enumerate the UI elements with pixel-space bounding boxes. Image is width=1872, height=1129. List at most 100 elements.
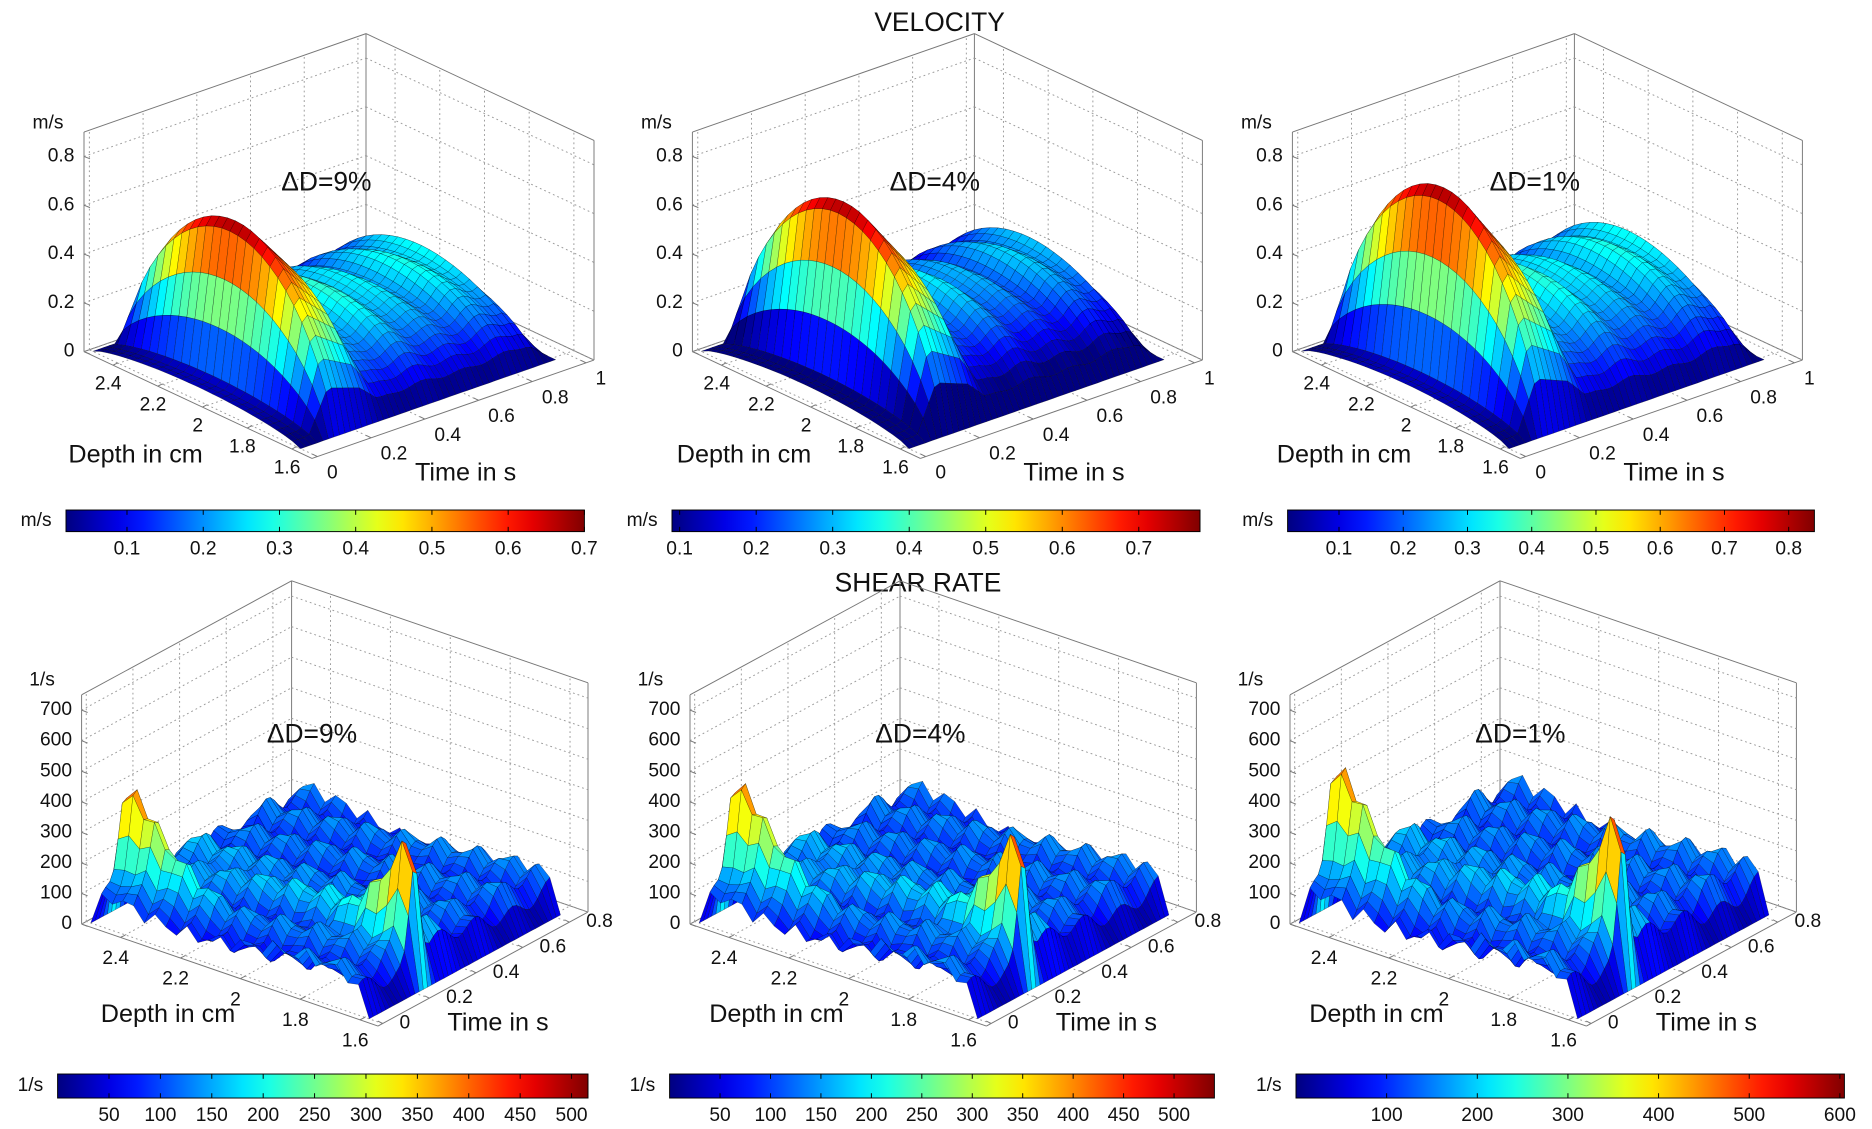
- x-tick-label: 2.2: [140, 394, 167, 415]
- tick-mark: [420, 417, 425, 419]
- tick-mark: [247, 426, 252, 428]
- grid-line: [974, 58, 1202, 165]
- axis-title: Depth in cm: [1277, 441, 1411, 469]
- z-tick-label: 0.8: [1256, 145, 1283, 166]
- tick-mark: [1028, 417, 1033, 419]
- axis-title: Depth in cm: [68, 441, 202, 469]
- axis-box: [366, 34, 594, 141]
- tick-mark: [84, 303, 90, 305]
- z-tick-label: 0.4: [656, 243, 683, 264]
- z-tick-label: 0.2: [48, 292, 75, 313]
- grid-line: [1574, 107, 1802, 214]
- y-tick-label: 0: [1535, 462, 1546, 483]
- tick-mark: [474, 398, 479, 400]
- y-tick-label: 1: [1204, 369, 1215, 390]
- colorbar-label: m/s: [627, 510, 658, 531]
- colorbar-tick-label: 0.1: [1326, 539, 1353, 560]
- z-tick-label: 0.8: [48, 145, 75, 166]
- tick-mark: [527, 379, 532, 381]
- colorbar-tick-label: 0.1: [666, 539, 693, 560]
- y-tick-label: 0.4: [1043, 425, 1070, 446]
- tick-mark: [1411, 405, 1416, 407]
- colorbar-tick-label: 0.3: [1454, 539, 1481, 560]
- tick-mark: [581, 360, 586, 362]
- tick-mark: [921, 454, 926, 456]
- x-tick-label: 2.2: [748, 394, 775, 415]
- x-tick-label: 1.6: [882, 457, 909, 478]
- colorbar-tick-label: 0.2: [1390, 539, 1417, 560]
- x-tick-label: 1.8: [229, 436, 256, 457]
- tick-mark: [313, 454, 318, 456]
- z-tick-label: 0: [1272, 341, 1283, 362]
- z-tick-label: 0.6: [1256, 194, 1283, 215]
- tick-mark: [292, 447, 297, 449]
- tick-mark: [1628, 417, 1633, 419]
- colorbar-tick-label: 0.2: [190, 539, 217, 560]
- tick-mark: [1500, 447, 1505, 449]
- y-tick-label: 0.2: [989, 444, 1016, 465]
- tick-mark: [975, 435, 980, 437]
- tick-mark: [1521, 454, 1526, 456]
- colorbar-tick-label: 0.5: [1583, 539, 1610, 560]
- z-tick-label: 0: [64, 341, 75, 362]
- y-tick-label: 0: [327, 462, 338, 483]
- axis-box: [82, 581, 292, 695]
- y-tick-label: 1: [1804, 369, 1815, 390]
- axis-title: Time in s: [1623, 459, 1724, 487]
- x-tick-label: 1.6: [274, 457, 301, 478]
- colorbar: [1288, 510, 1815, 532]
- x-tick-label: 2.2: [1348, 394, 1375, 415]
- tick-mark: [811, 405, 816, 407]
- x-tick-label: 2.4: [1303, 374, 1330, 395]
- z-tick-label: 0.2: [656, 292, 683, 313]
- axis-box: [1292, 34, 1574, 132]
- axis-title: Time in s: [1023, 459, 1124, 487]
- axis-box: [692, 34, 974, 132]
- axis-box: [292, 581, 588, 683]
- tick-mark: [1190, 360, 1195, 362]
- grid-line: [292, 596, 588, 698]
- z-tick-label: 0.8: [656, 145, 683, 166]
- colorbar: [672, 510, 1200, 532]
- z-tick-label: 0.6: [48, 194, 75, 215]
- grid-line: [974, 107, 1202, 214]
- tick-mark: [366, 435, 371, 437]
- y-tick-label: 0.6: [1097, 406, 1124, 427]
- tick-mark: [1790, 360, 1795, 362]
- x-tick-label: 1.8: [837, 436, 864, 457]
- axis-box: [974, 34, 1202, 141]
- tick-mark: [1292, 303, 1298, 305]
- tick-mark: [202, 405, 207, 407]
- z-tick-label: 0.4: [48, 243, 75, 264]
- y-tick-label: 0: [935, 462, 946, 483]
- colorbar-tick-label: 0.3: [819, 539, 846, 560]
- colorbar-tick-label: 0.4: [342, 539, 369, 560]
- y-tick-label: 0.8: [542, 387, 569, 408]
- colorbar-tick-label: 0.5: [419, 539, 446, 560]
- tick-mark: [1456, 426, 1461, 428]
- colorbar-tick-label: 0.7: [1125, 539, 1152, 560]
- y-tick-label: 0.6: [1697, 406, 1724, 427]
- y-tick-label: 0.8: [1150, 387, 1177, 408]
- y-tick-label: 0.2: [1589, 444, 1616, 465]
- tick-mark: [1736, 379, 1741, 381]
- row-title: VELOCITY: [874, 7, 1005, 37]
- colorbar-tick-label: 0.6: [1049, 539, 1076, 560]
- z-tick-label: 0.6: [656, 194, 683, 215]
- annotation: ΔD=9%: [281, 167, 371, 197]
- y-tick-label: 0.8: [1750, 387, 1777, 408]
- colorbar: [66, 510, 584, 532]
- y-tick-label: 0.6: [488, 406, 515, 427]
- grid-line: [82, 688, 292, 802]
- z-tick-label: 0.4: [1256, 243, 1283, 264]
- annotation: ΔD=1%: [1490, 167, 1580, 197]
- z-unit-label: m/s: [1241, 113, 1272, 134]
- colorbar-tick-label: 0.7: [1711, 539, 1738, 560]
- colorbar-tick-label: 0.6: [495, 539, 522, 560]
- grid-line: [366, 58, 594, 165]
- annotation: ΔD=4%: [890, 167, 980, 197]
- tick-mark: [900, 447, 905, 449]
- z-tick-label: 0: [672, 341, 683, 362]
- colorbar-tick-label: 0.2: [743, 539, 770, 560]
